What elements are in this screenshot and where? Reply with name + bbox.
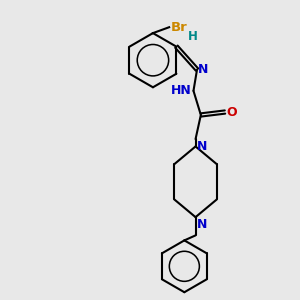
- Text: HN: HN: [170, 84, 191, 97]
- Text: N: N: [197, 140, 207, 153]
- Text: Br: Br: [171, 21, 188, 34]
- Text: N: N: [198, 62, 208, 76]
- Text: N: N: [197, 218, 207, 231]
- Text: H: H: [188, 30, 197, 43]
- Text: O: O: [226, 106, 237, 118]
